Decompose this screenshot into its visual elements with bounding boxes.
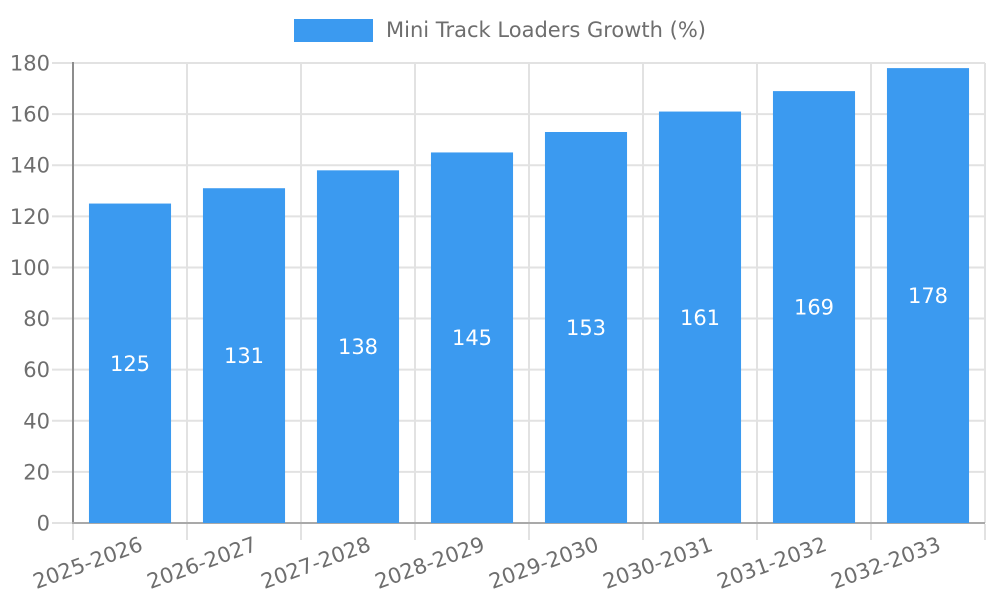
bar-value-label: 138: [338, 335, 378, 359]
bar[interactable]: [316, 170, 400, 524]
x-axis-tick-label: 2026-2027: [144, 532, 260, 594]
bar[interactable]: [88, 203, 172, 524]
x-axis-tick-label: 2030-2031: [600, 532, 716, 594]
x-axis-tick-label: 2029-2030: [486, 532, 602, 594]
legend-label: Mini Track Loaders Growth (%): [386, 18, 706, 42]
x-axis-tick-label: 2027-2028: [258, 532, 374, 594]
bar-value-label: 169: [794, 296, 834, 320]
y-axis-tick-label: 140: [10, 154, 50, 178]
bar[interactable]: [886, 68, 970, 523]
y-axis-tick-label: 80: [23, 307, 50, 331]
x-axis-tick-label: 2032-2033: [828, 532, 944, 594]
x-axis-tick-label: 2025-2026: [30, 532, 146, 594]
y-axis-tick-label: 120: [10, 205, 50, 229]
y-axis-tick-label: 180: [10, 52, 50, 76]
bar[interactable]: [658, 111, 742, 524]
bar-value-label: 153: [566, 316, 606, 340]
y-axis-tick-label: 160: [10, 103, 50, 127]
y-axis-tick-label: 40: [23, 409, 50, 433]
bar-value-label: 125: [110, 352, 150, 376]
legend[interactable]: Mini Track Loaders Growth (%): [0, 18, 1000, 42]
y-axis-tick-label: 20: [23, 460, 50, 484]
bar[interactable]: [544, 132, 628, 523]
legend-swatch[interactable]: [294, 18, 373, 42]
y-axis-tick-label: 60: [23, 358, 50, 382]
x-axis-tick-label: 2028-2029: [372, 532, 488, 594]
bar[interactable]: [430, 152, 514, 523]
bar-value-label: 178: [908, 284, 948, 308]
y-axis-tick-label: 100: [10, 256, 50, 280]
bar-value-label: 161: [680, 306, 720, 330]
y-axis-tick-label: 0: [37, 512, 50, 536]
bar[interactable]: [202, 188, 286, 523]
bar-value-label: 131: [224, 344, 264, 368]
bar[interactable]: [772, 91, 856, 523]
bar-value-label: 145: [452, 326, 492, 350]
x-axis-tick-label: 2031-2032: [714, 532, 830, 594]
